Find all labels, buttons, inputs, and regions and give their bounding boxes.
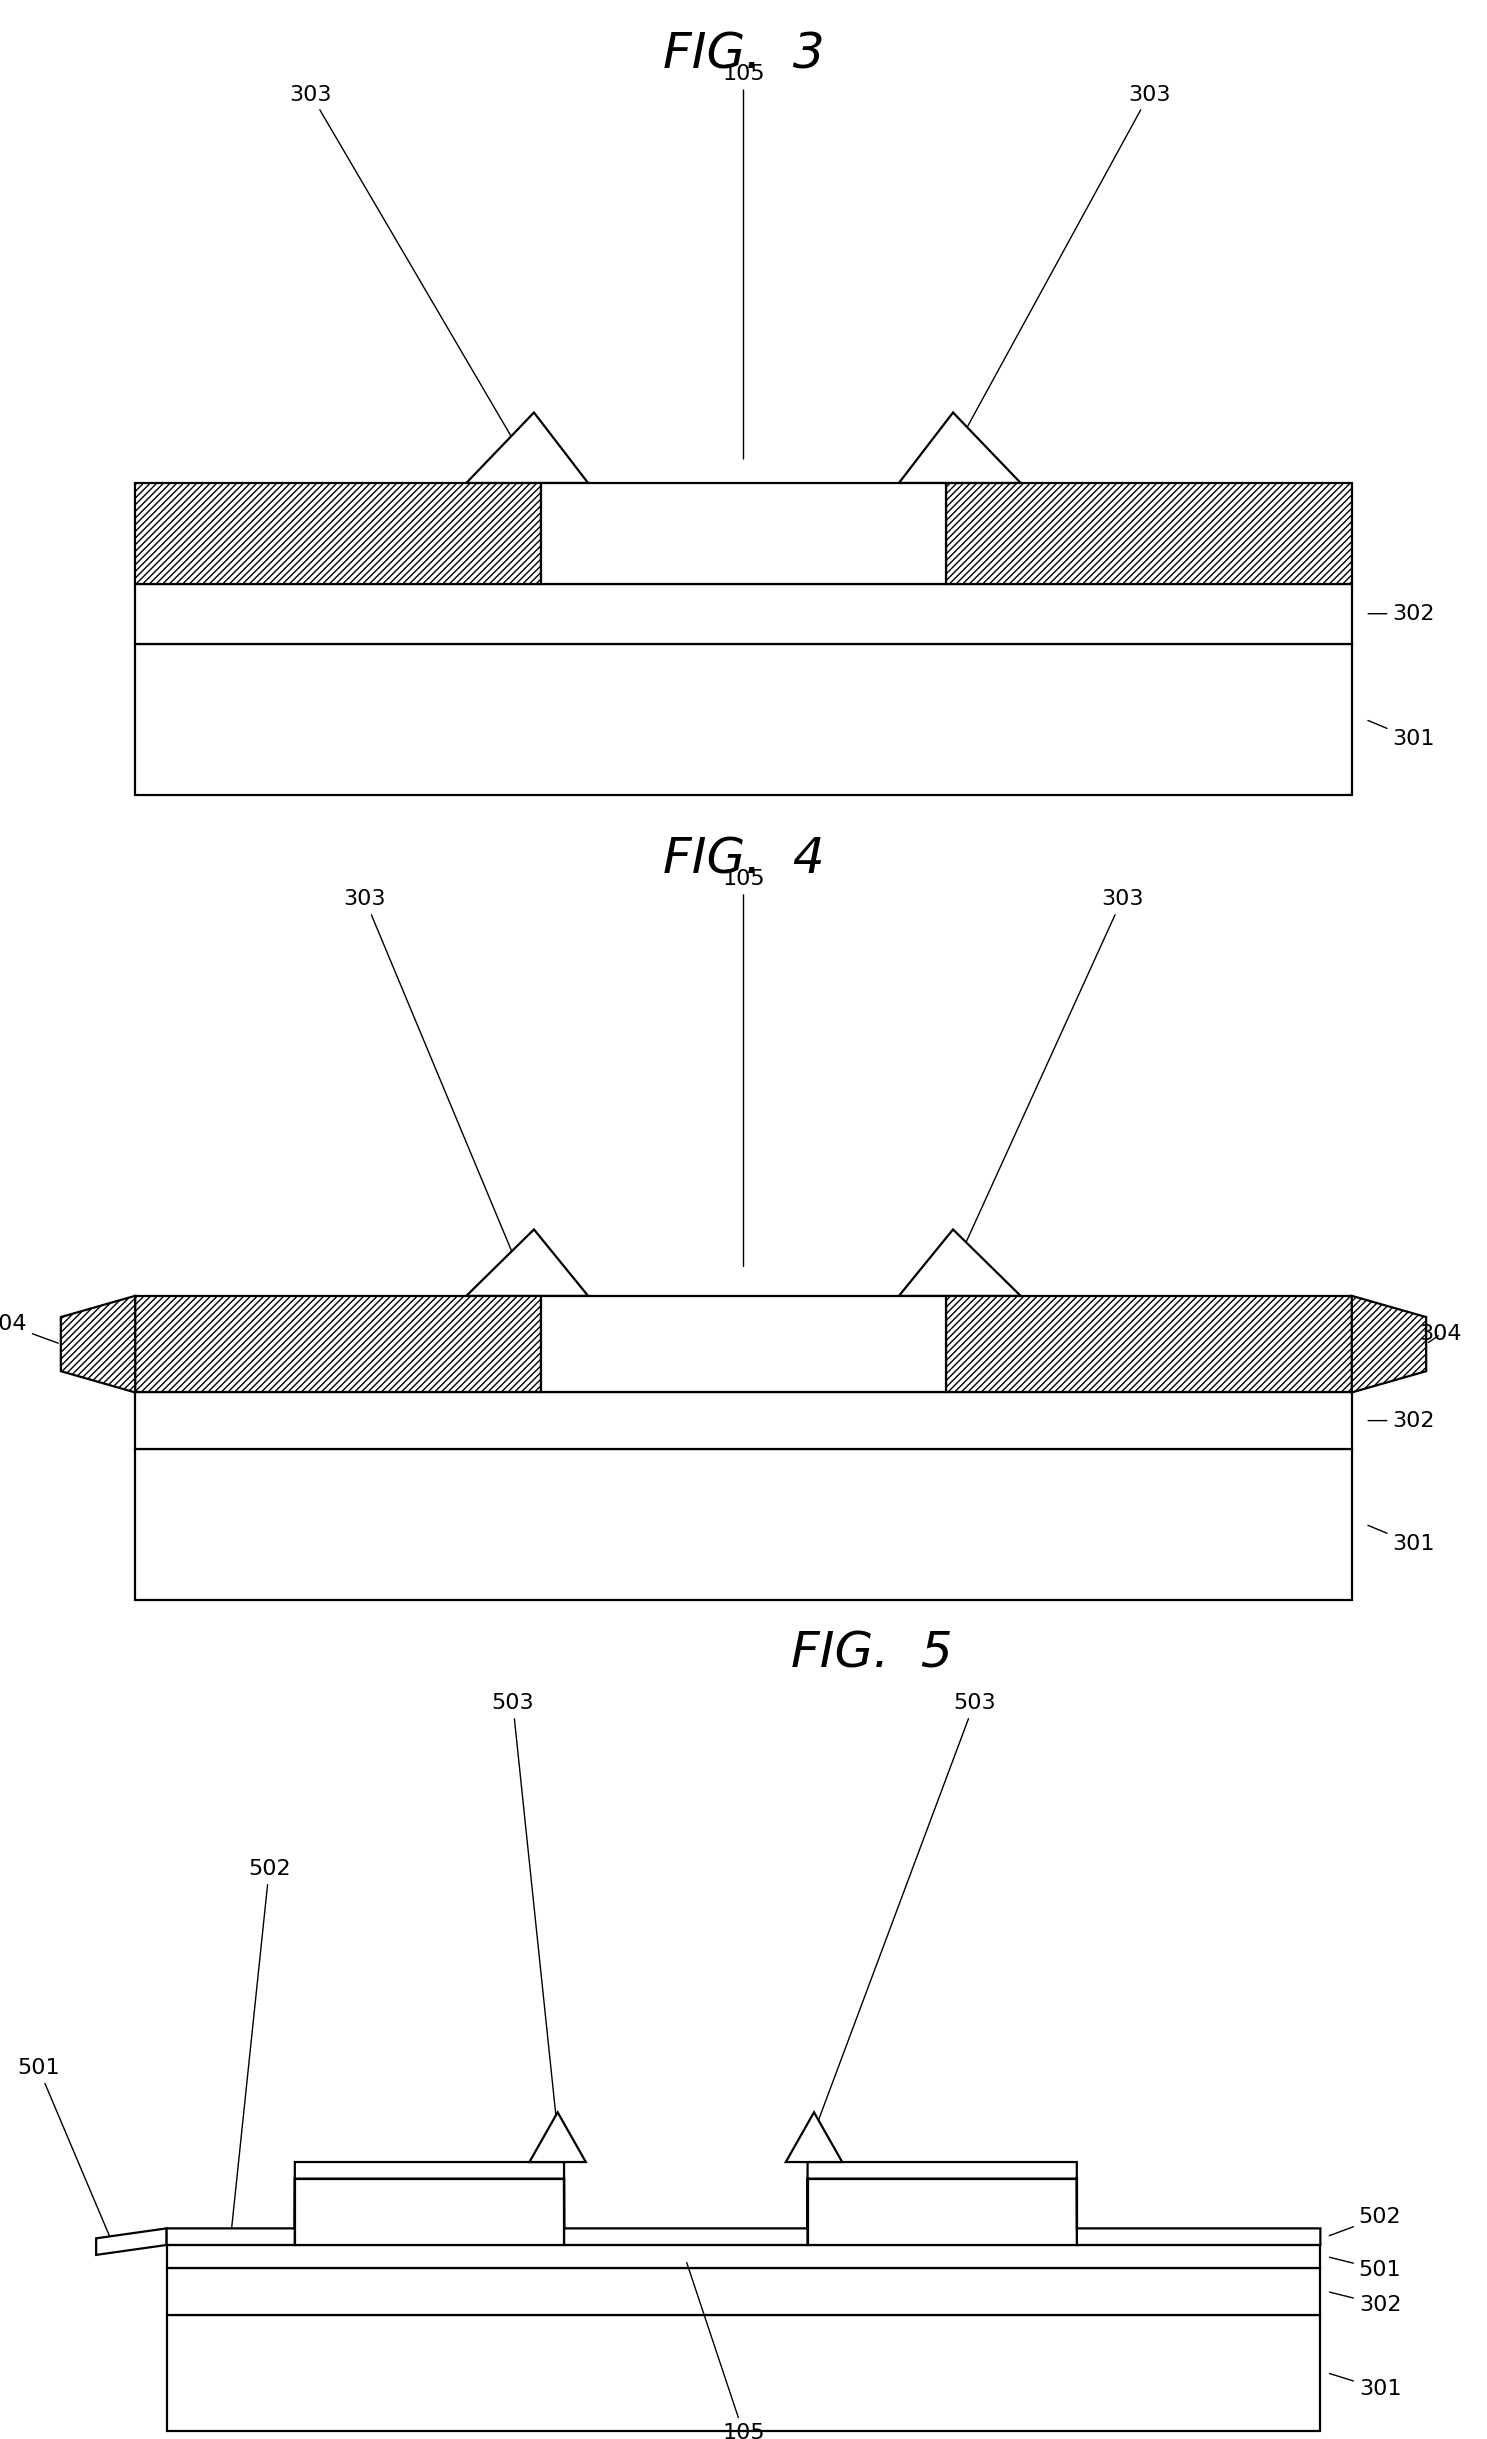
Text: 501: 501 bbox=[1329, 2256, 1401, 2280]
Text: 105: 105 bbox=[723, 868, 764, 1266]
Polygon shape bbox=[167, 2161, 1320, 2244]
Polygon shape bbox=[946, 483, 1352, 583]
Text: 303: 303 bbox=[961, 85, 1170, 439]
Polygon shape bbox=[61, 1295, 135, 1393]
Text: 503: 503 bbox=[815, 1693, 996, 2129]
Text: FIG.  4: FIG. 4 bbox=[663, 834, 824, 883]
Text: 502: 502 bbox=[230, 1859, 290, 2234]
Text: 105: 105 bbox=[723, 63, 764, 459]
Polygon shape bbox=[541, 483, 946, 583]
Polygon shape bbox=[167, 2268, 1320, 2315]
Polygon shape bbox=[541, 1295, 946, 1393]
Text: 502: 502 bbox=[1329, 2207, 1401, 2237]
Polygon shape bbox=[1352, 1295, 1426, 1393]
Polygon shape bbox=[467, 412, 587, 483]
Text: FIG.  5: FIG. 5 bbox=[791, 1629, 953, 1678]
Text: 302: 302 bbox=[1368, 605, 1435, 624]
Text: 302: 302 bbox=[1368, 1410, 1435, 1432]
Polygon shape bbox=[135, 1295, 541, 1393]
Polygon shape bbox=[135, 1449, 1352, 1600]
Text: 501: 501 bbox=[18, 2059, 114, 2246]
Polygon shape bbox=[167, 2315, 1320, 2432]
Text: 304: 304 bbox=[0, 1315, 58, 1344]
Text: 303: 303 bbox=[343, 890, 513, 1254]
Polygon shape bbox=[97, 2229, 167, 2256]
Text: 301: 301 bbox=[1368, 720, 1435, 749]
Text: 303: 303 bbox=[290, 85, 513, 439]
Text: 304: 304 bbox=[1420, 1324, 1462, 1344]
Text: 303: 303 bbox=[961, 890, 1144, 1254]
Polygon shape bbox=[135, 1393, 1352, 1449]
Text: 503: 503 bbox=[491, 1693, 558, 2129]
Polygon shape bbox=[167, 2244, 1320, 2268]
Polygon shape bbox=[467, 1229, 587, 1295]
Polygon shape bbox=[135, 644, 1352, 795]
Text: FIG.  3: FIG. 3 bbox=[663, 29, 824, 78]
Text: 301: 301 bbox=[1368, 1524, 1435, 1554]
Polygon shape bbox=[900, 412, 1020, 483]
Text: 105: 105 bbox=[687, 2263, 764, 2439]
Polygon shape bbox=[785, 2112, 842, 2161]
Polygon shape bbox=[807, 2178, 1077, 2244]
Polygon shape bbox=[135, 483, 541, 583]
Text: 302: 302 bbox=[1329, 2293, 1401, 2315]
Polygon shape bbox=[900, 1229, 1020, 1295]
Polygon shape bbox=[946, 1295, 1352, 1393]
Polygon shape bbox=[135, 583, 1352, 644]
Polygon shape bbox=[294, 2178, 564, 2244]
Polygon shape bbox=[529, 2112, 586, 2161]
Text: 301: 301 bbox=[1329, 2373, 1401, 2400]
